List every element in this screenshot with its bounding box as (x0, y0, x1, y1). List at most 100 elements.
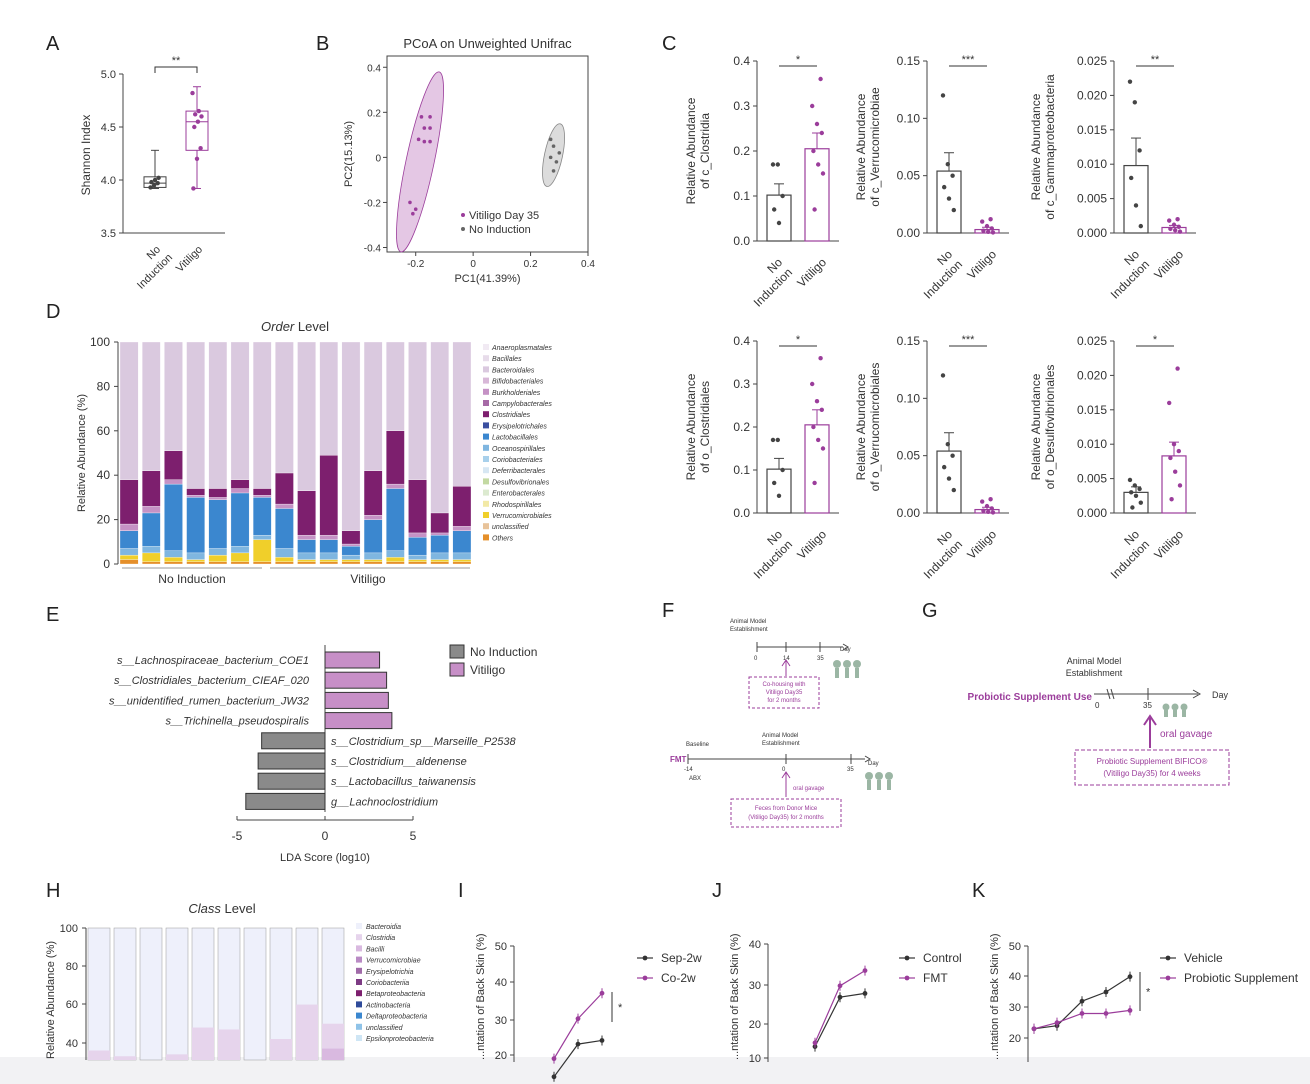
legend-swatch (483, 467, 489, 474)
data-point (775, 437, 780, 443)
left-label: Probiotic Supplement Use (968, 692, 1093, 703)
y-tick-label: 0.4 (733, 334, 750, 348)
stack-segment (341, 554, 361, 560)
box (185, 110, 209, 151)
legend-label: Coriobacteriales (492, 457, 543, 464)
data-point (770, 162, 776, 167)
legend-marker (904, 975, 910, 981)
legend-swatch (483, 478, 489, 485)
significance-mark: *** (962, 334, 976, 346)
stack-segment (363, 341, 383, 471)
legend-marker (642, 955, 648, 961)
bar (1123, 164, 1149, 234)
stack-segment (408, 479, 427, 534)
data-point (1127, 79, 1133, 84)
bar-chart-c5: 0.15 0.10 0.05 0.00 Relative Abundance of o_V… (854, 334, 1009, 582)
y-axis-label: Shannon Index (79, 115, 93, 196)
legend-swatch (356, 945, 362, 952)
significance-mark: * (1153, 334, 1158, 346)
data-point (990, 230, 996, 235)
data-point (811, 148, 816, 154)
stack-segment (408, 554, 427, 560)
data-point (422, 126, 427, 130)
legend-swatch (356, 1001, 362, 1008)
stack-segment (252, 495, 272, 498)
stack-segment (322, 1048, 344, 1060)
day-label: Day (1212, 690, 1229, 700)
chart-title: Order Level (261, 319, 329, 334)
y-axis-label: Relative Abundance (684, 373, 698, 480)
stack-segment (386, 550, 405, 558)
data-point (770, 437, 776, 443)
stack-segment (452, 559, 472, 562)
data-point (194, 156, 200, 161)
box-text: Vitiligo Day35 (766, 690, 803, 696)
mouse-icon (1182, 710, 1186, 717)
y-axis-label: ...ntation of Back Skin (%) (729, 933, 741, 1060)
stack-segment (341, 530, 361, 545)
stack-segment (408, 341, 427, 480)
stack-segment (165, 927, 189, 1061)
y-tick-label: 0.015 (1077, 403, 1107, 417)
y-tick-label: 20 (495, 1050, 507, 1062)
model-title: Establishment (762, 741, 800, 747)
y-axis-label: ...ntation of Back Skin (%) (475, 933, 487, 1060)
y-tick-label: 40 (749, 939, 761, 951)
x-tick-label: 0.2 (524, 259, 538, 270)
y-tick-label: 0.2 (733, 420, 750, 434)
data-point (1138, 223, 1144, 229)
x-axis-label: PC1(41.39%) (454, 273, 520, 285)
x-tick-label: 5 (410, 829, 417, 843)
lda-bar (324, 671, 388, 689)
data-point (422, 139, 427, 144)
box-text: Co-housing with (762, 682, 805, 688)
stack-segment (186, 561, 205, 565)
data-point (413, 207, 418, 211)
legend-marker (1165, 955, 1171, 961)
x-tick-label: Vitiligo (1151, 527, 1186, 562)
stack-segment (119, 479, 139, 525)
stack-segment (386, 430, 405, 485)
stack-segment (252, 539, 272, 562)
data-point (772, 480, 777, 486)
legend-label: Bacillales (492, 356, 522, 363)
stack-segment (275, 561, 294, 565)
data-point (548, 137, 553, 142)
y-tick-label: 80 (97, 379, 111, 393)
y-tick-label: 0.00 (897, 226, 921, 240)
bar-chart-c2: 0.15 0.10 0.05 0.00 Relative Abundance of c_V… (854, 54, 1009, 302)
stack-segment (208, 548, 228, 556)
data-point (946, 476, 952, 481)
stack-segment (363, 559, 383, 562)
y-tick-label: 80 (66, 961, 78, 973)
stack-segment (139, 927, 163, 1061)
legend-swatch (356, 1012, 362, 1019)
y-tick-label: 0.025 (1077, 54, 1107, 68)
y-tick-label: 0.00 (897, 506, 921, 520)
bar-chart-c4: 0.4 0.3 0.2 0.1 0.0 Relative Abundance of o_Cl… (684, 334, 839, 582)
data-point (988, 497, 993, 502)
data-point (951, 207, 956, 213)
stack-segment (341, 546, 361, 556)
data-point (408, 200, 412, 205)
legend-label: Vehicle (1184, 951, 1223, 965)
legend-label: Bacilli (366, 946, 385, 953)
data-point (818, 76, 823, 82)
data-point (198, 146, 203, 151)
panel-label-k: K (972, 880, 986, 902)
data-point (1177, 483, 1183, 488)
data-point (428, 139, 432, 144)
stack-segment (430, 561, 449, 565)
stack-segment (270, 1039, 292, 1060)
legend-label: Bacteroidia (366, 924, 401, 931)
data-point (428, 126, 432, 130)
arrow-head (781, 659, 791, 667)
lda-feature-label: g__Lachnoclostridium (331, 796, 438, 808)
dashed-box (730, 798, 842, 828)
stack-segment (186, 497, 205, 554)
y-tick-label: 30 (495, 1015, 507, 1027)
legend-swatch (483, 512, 489, 518)
significance-mark: * (1146, 987, 1151, 999)
y-axis-label: Relative Abundance (%) (76, 394, 88, 512)
data-point (1129, 175, 1134, 181)
